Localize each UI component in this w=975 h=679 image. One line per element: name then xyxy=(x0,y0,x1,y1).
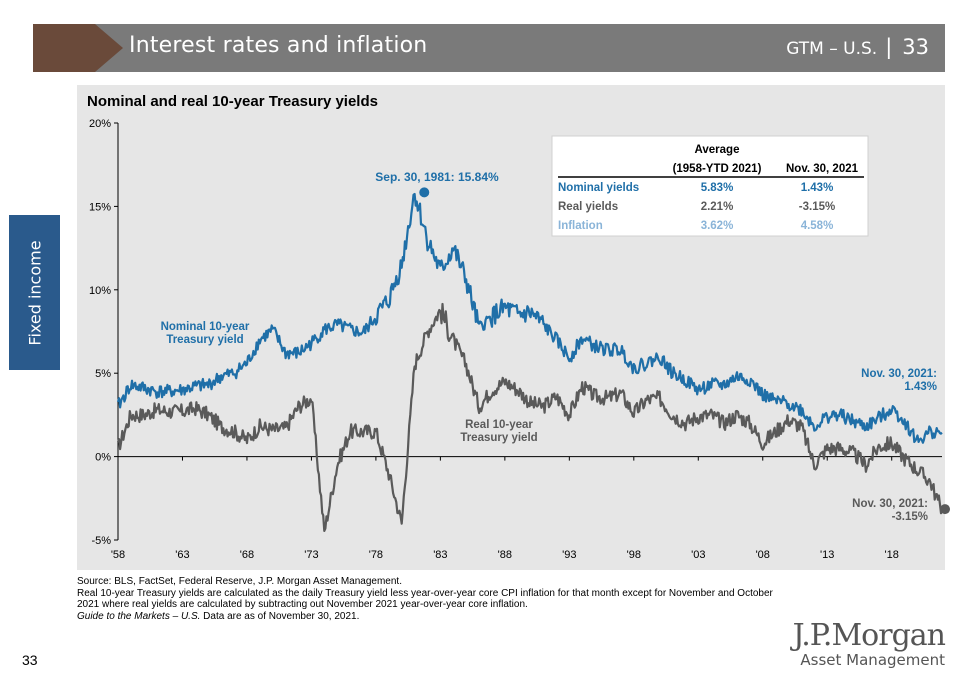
peak-annotation: Sep. 30, 1981: 15.84% xyxy=(375,170,499,184)
table-header-range: (1958-YTD 2021) xyxy=(673,163,762,175)
y-tick-label: 15% xyxy=(89,201,111,213)
logo: J.P.Morgan xyxy=(792,618,946,653)
x-tick-label: '73 xyxy=(304,549,318,561)
table-row-average: 5.83% xyxy=(701,182,734,194)
table-row-current: 1.43% xyxy=(801,182,834,194)
end-real-annotation: Nov. 30, 2021: -3.15% xyxy=(852,498,928,523)
table-row-current: -3.15% xyxy=(799,201,835,213)
section-label: GTM – U.S. xyxy=(786,39,878,59)
x-tick-label: '88 xyxy=(498,549,512,561)
source-note: Source: BLS, FactSet, Federal Reserve, J… xyxy=(77,576,402,587)
stats-table xyxy=(551,135,869,237)
table-row-average: 3.62% xyxy=(701,220,734,232)
x-tick-label: '58 xyxy=(111,549,125,561)
x-tick-label: '63 xyxy=(175,549,189,561)
footnotes: Source: BLS, FactSet, Federal Reserve, J… xyxy=(77,576,797,622)
header-arrow xyxy=(95,24,123,72)
y-tick-label: 20% xyxy=(89,118,111,130)
slide-header: Interest rates and inflation GTM – U.S. |… xyxy=(33,24,945,72)
guide-title: Guide to the Markets – U.S. xyxy=(77,610,201,622)
peak-marker xyxy=(419,187,430,198)
table-header-current: Nov. 30, 2021 xyxy=(786,163,859,175)
x-tick-label: '13 xyxy=(820,549,834,561)
side-tab: Fixed income xyxy=(9,215,60,370)
header-page-number: 33 xyxy=(902,35,929,59)
table-row-label: Real yields xyxy=(558,201,618,213)
x-tick-label: '98 xyxy=(627,549,641,561)
x-tick-label: '83 xyxy=(433,549,447,561)
x-tick-label: '18 xyxy=(885,549,899,561)
x-tick-label: '08 xyxy=(756,549,770,561)
table-row-label: Nominal yields xyxy=(558,182,639,194)
chart-title: Nominal and real 10-year Treasury yields xyxy=(87,93,378,110)
header-right: GTM – U.S. | 33 xyxy=(786,35,929,59)
y-tick-label: 5% xyxy=(95,368,111,380)
series-nominal-label: Nominal 10-year Treasury yield xyxy=(161,321,250,346)
x-tick-label: '78 xyxy=(369,549,383,561)
slide-title: Interest rates and inflation xyxy=(129,33,428,58)
guide-note: Guide to the Markets – U.S. Data are as … xyxy=(77,611,797,623)
page-number: 33 xyxy=(22,652,38,668)
end-real-marker xyxy=(940,504,950,515)
series-real-label: Real 10-year Treasury yield xyxy=(460,419,537,444)
y-tick-label: 0% xyxy=(95,452,111,464)
x-tick-label: '03 xyxy=(691,549,705,561)
table-header-average: Average xyxy=(695,144,740,156)
x-tick-label: '93 xyxy=(562,549,576,561)
x-tick-label: '68 xyxy=(240,549,254,561)
header-divider: | xyxy=(885,35,893,59)
y-tick-label: 10% xyxy=(89,285,111,297)
method-note: Real 10-year Treasury yields are calcula… xyxy=(77,587,773,611)
series-nominal-line xyxy=(116,192,943,444)
guide-date: Data are as of November 30, 2021. xyxy=(200,610,360,622)
logo-subtitle: Asset Management xyxy=(800,651,945,669)
y-tick-label: -5% xyxy=(91,535,111,547)
header-tag xyxy=(33,24,95,72)
table-row-current: 4.58% xyxy=(801,220,834,232)
series-real-line xyxy=(116,302,944,532)
table-row-average: 2.21% xyxy=(701,201,734,213)
end-nominal-annotation: Nov. 30, 2021: 1.43% xyxy=(861,368,937,393)
table-row-label: Inflation xyxy=(558,220,603,232)
